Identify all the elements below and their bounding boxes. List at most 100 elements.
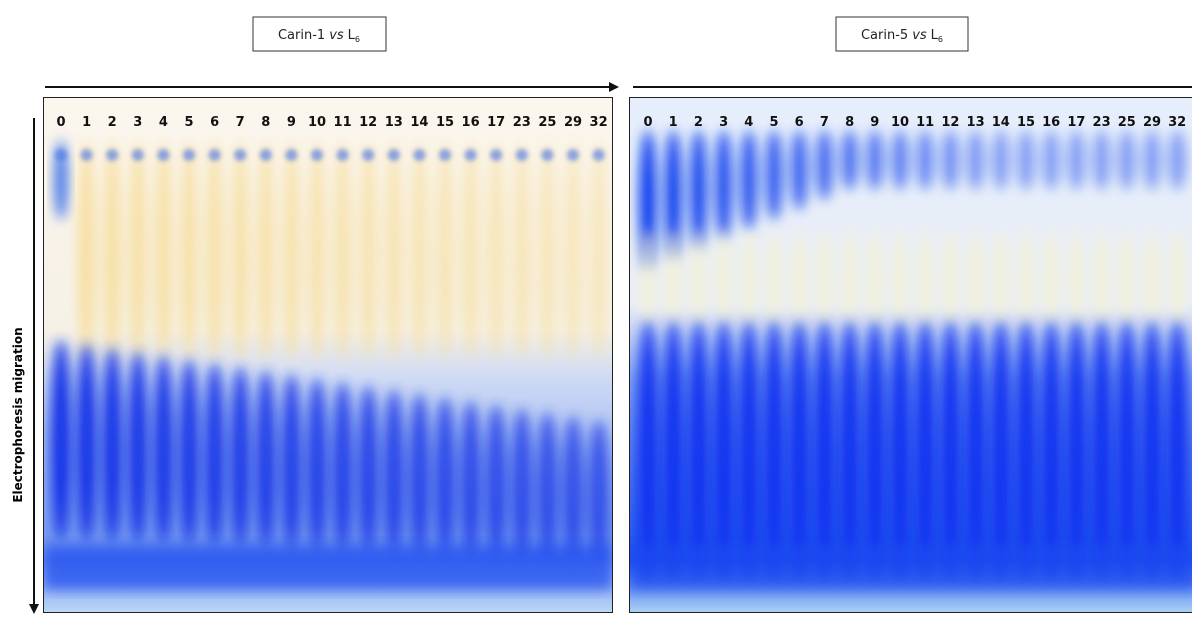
blue-band	[662, 320, 684, 580]
top-smear	[815, 130, 833, 200]
pale-smear	[690, 230, 706, 330]
blue-band	[738, 320, 760, 580]
arrowhead	[29, 604, 39, 614]
lane-label: 10	[891, 115, 909, 130]
blue-band	[434, 397, 456, 554]
pale-smear	[842, 230, 858, 330]
blue-band	[332, 382, 354, 551]
lane-label: 4	[159, 115, 168, 130]
well-band	[593, 149, 605, 161]
lane-label: 15	[436, 115, 454, 130]
lane-label: 13	[967, 115, 985, 130]
figure: Carin-1vsL6 Carin-5vsL6 Electrophoresis …	[0, 0, 1192, 619]
well-band	[337, 149, 349, 161]
pale-smear	[1169, 230, 1185, 330]
lane-label: 0	[643, 115, 652, 130]
lane-label: 0	[56, 115, 65, 130]
blue-band	[965, 320, 987, 580]
lane-label: 29	[564, 115, 582, 130]
blue-band	[1015, 320, 1037, 580]
gel	[44, 98, 612, 612]
lane-label: 13	[385, 115, 403, 130]
lane-label: 29	[1143, 115, 1161, 130]
top-smear	[841, 130, 859, 190]
yellow-smear	[385, 140, 403, 360]
blue-band	[280, 374, 302, 548]
blue-band	[713, 320, 735, 580]
lane-label: 9	[870, 115, 879, 130]
blue-band	[839, 320, 861, 580]
lane-label: 2	[694, 115, 703, 130]
yellow-smear	[154, 140, 172, 360]
lane-label: 25	[538, 115, 556, 130]
lane-label: 6	[795, 115, 804, 130]
lane-label: 3	[719, 115, 728, 130]
blue-band	[485, 405, 507, 556]
lane-label: 16	[1042, 115, 1060, 130]
top-smear	[967, 130, 985, 190]
lane-label: 32	[590, 115, 608, 130]
blue-band	[152, 355, 174, 544]
top-smear	[765, 130, 783, 220]
blue-band	[939, 320, 961, 580]
yellow-smear	[590, 140, 608, 360]
blue-band	[178, 359, 200, 545]
blue-band	[763, 320, 785, 580]
yellow-smear	[206, 140, 224, 360]
yellow-smear	[538, 140, 556, 360]
blue-band	[1065, 320, 1087, 580]
yellow-smear	[359, 140, 377, 360]
well-band	[234, 149, 246, 161]
blue-band	[637, 320, 659, 580]
well-band	[132, 149, 144, 161]
lane-label: 1	[669, 115, 678, 130]
lane-label: 14	[992, 115, 1010, 130]
pale-smear	[791, 230, 807, 330]
blue-band	[306, 378, 328, 549]
lane-label: 5	[184, 115, 193, 130]
pale-smear	[993, 230, 1009, 330]
pale-smear	[766, 230, 782, 330]
pale-smear	[665, 230, 681, 330]
yellow-smear	[334, 140, 352, 360]
lane-label: 8	[261, 115, 270, 130]
blue-band	[76, 344, 98, 541]
top-smear	[54, 140, 68, 220]
yellow-smear	[257, 140, 275, 360]
pale-smear	[867, 230, 883, 330]
well-band	[285, 149, 297, 161]
top-smear	[740, 130, 758, 230]
well-band	[81, 149, 93, 161]
arrowhead	[609, 82, 619, 92]
yellow-smear	[103, 140, 121, 360]
yellow-smear	[180, 140, 198, 360]
pale-smear	[1018, 230, 1034, 330]
blue-band	[357, 386, 379, 552]
blue-band	[990, 320, 1012, 580]
lane-label: 1	[82, 115, 91, 130]
lane-label: 17	[1067, 115, 1085, 130]
yellow-smear	[129, 140, 147, 360]
lane-label: 7	[236, 115, 245, 130]
blue-band	[255, 370, 277, 547]
yellow-smear	[436, 140, 454, 360]
blue-band	[536, 412, 558, 558]
blue-band	[204, 363, 226, 546]
lane-label: 32	[1168, 115, 1186, 130]
top-smear	[1042, 130, 1060, 190]
well-band	[439, 149, 451, 161]
yellow-smear	[231, 140, 249, 360]
blue-band	[50, 340, 72, 540]
blue-band	[562, 416, 584, 559]
lane-label: 4	[744, 115, 753, 130]
lane-label: 23	[513, 115, 531, 130]
lane-label: 8	[845, 115, 854, 130]
well-band	[183, 149, 195, 161]
blue-band	[1116, 320, 1138, 580]
yellow-smear	[282, 140, 300, 360]
pale-smear	[816, 230, 832, 330]
yellow-smear	[410, 140, 428, 360]
blue-band	[889, 320, 911, 580]
pale-smear	[917, 230, 933, 330]
